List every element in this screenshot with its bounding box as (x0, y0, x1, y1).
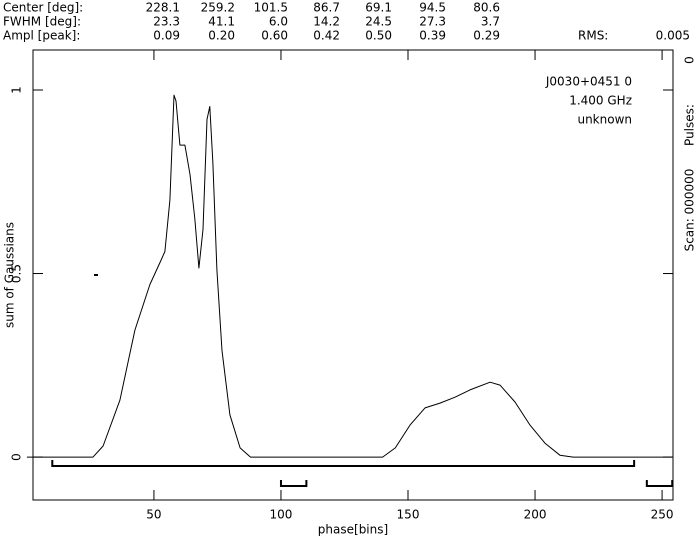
header-value: 0.50 (365, 29, 392, 43)
x-tick-label: 100 (270, 508, 293, 522)
header-value: 14.2 (313, 15, 340, 29)
x-tick-label: 250 (651, 508, 674, 522)
y-tick-label: 0 (10, 453, 24, 461)
pulses-label: Pulses: (683, 104, 697, 146)
y-axis-label: sum of Gaussians (3, 222, 17, 328)
window-bracket (279, 480, 308, 487)
y-tick-label: 1 (10, 86, 24, 94)
header-value: 3.7 (481, 15, 500, 29)
y-tick-label: 0.5 (10, 264, 24, 283)
header-value: 24.5 (365, 15, 392, 29)
header-label: Ampl [peak]: (3, 29, 80, 43)
header-value: 0.60 (261, 29, 288, 43)
header-value: 228.1 (146, 1, 180, 15)
pulses-value: 0 (683, 56, 697, 64)
annotation: 1.400 GHz (569, 94, 632, 108)
header-value: 259.2 (201, 1, 235, 15)
header-value: 0.09 (153, 29, 180, 43)
x-tick-label: 150 (397, 508, 420, 522)
header-value: 0.20 (208, 29, 235, 43)
header-value: 41.1 (208, 15, 235, 29)
rms-value: 0.005 (656, 29, 690, 43)
plot-frame (32, 49, 674, 501)
header-value: 0.39 (419, 29, 446, 43)
annotation: unknown (577, 113, 632, 127)
x-tick-label: 50 (146, 508, 161, 522)
marker (94, 274, 98, 276)
annotation: J0030+0451 0 (545, 75, 632, 89)
profile-line (26, 94, 673, 458)
rms-label: RMS: (578, 29, 608, 43)
scan-label: Scan: 000000 (683, 169, 697, 252)
header-value: 23.3 (153, 15, 180, 29)
header-value: 6.0 (269, 15, 288, 29)
header-value: 0.42 (313, 29, 340, 43)
header-value: 0.29 (473, 29, 500, 43)
header-value: 101.5 (254, 1, 288, 15)
header-value: 27.3 (419, 15, 446, 29)
window-bracket (51, 460, 636, 467)
header-value: 86.7 (313, 1, 340, 15)
header-value: 80.6 (473, 1, 500, 15)
window-bracket (645, 480, 674, 487)
x-tick-label: 200 (524, 508, 547, 522)
header-label: Center [deg]: (3, 1, 83, 15)
header-value: 69.1 (365, 1, 392, 15)
header-value: 94.5 (419, 1, 446, 15)
header-label: FWHM [deg]: (3, 15, 81, 29)
x-axis-label: phase[bins] (318, 523, 388, 537)
